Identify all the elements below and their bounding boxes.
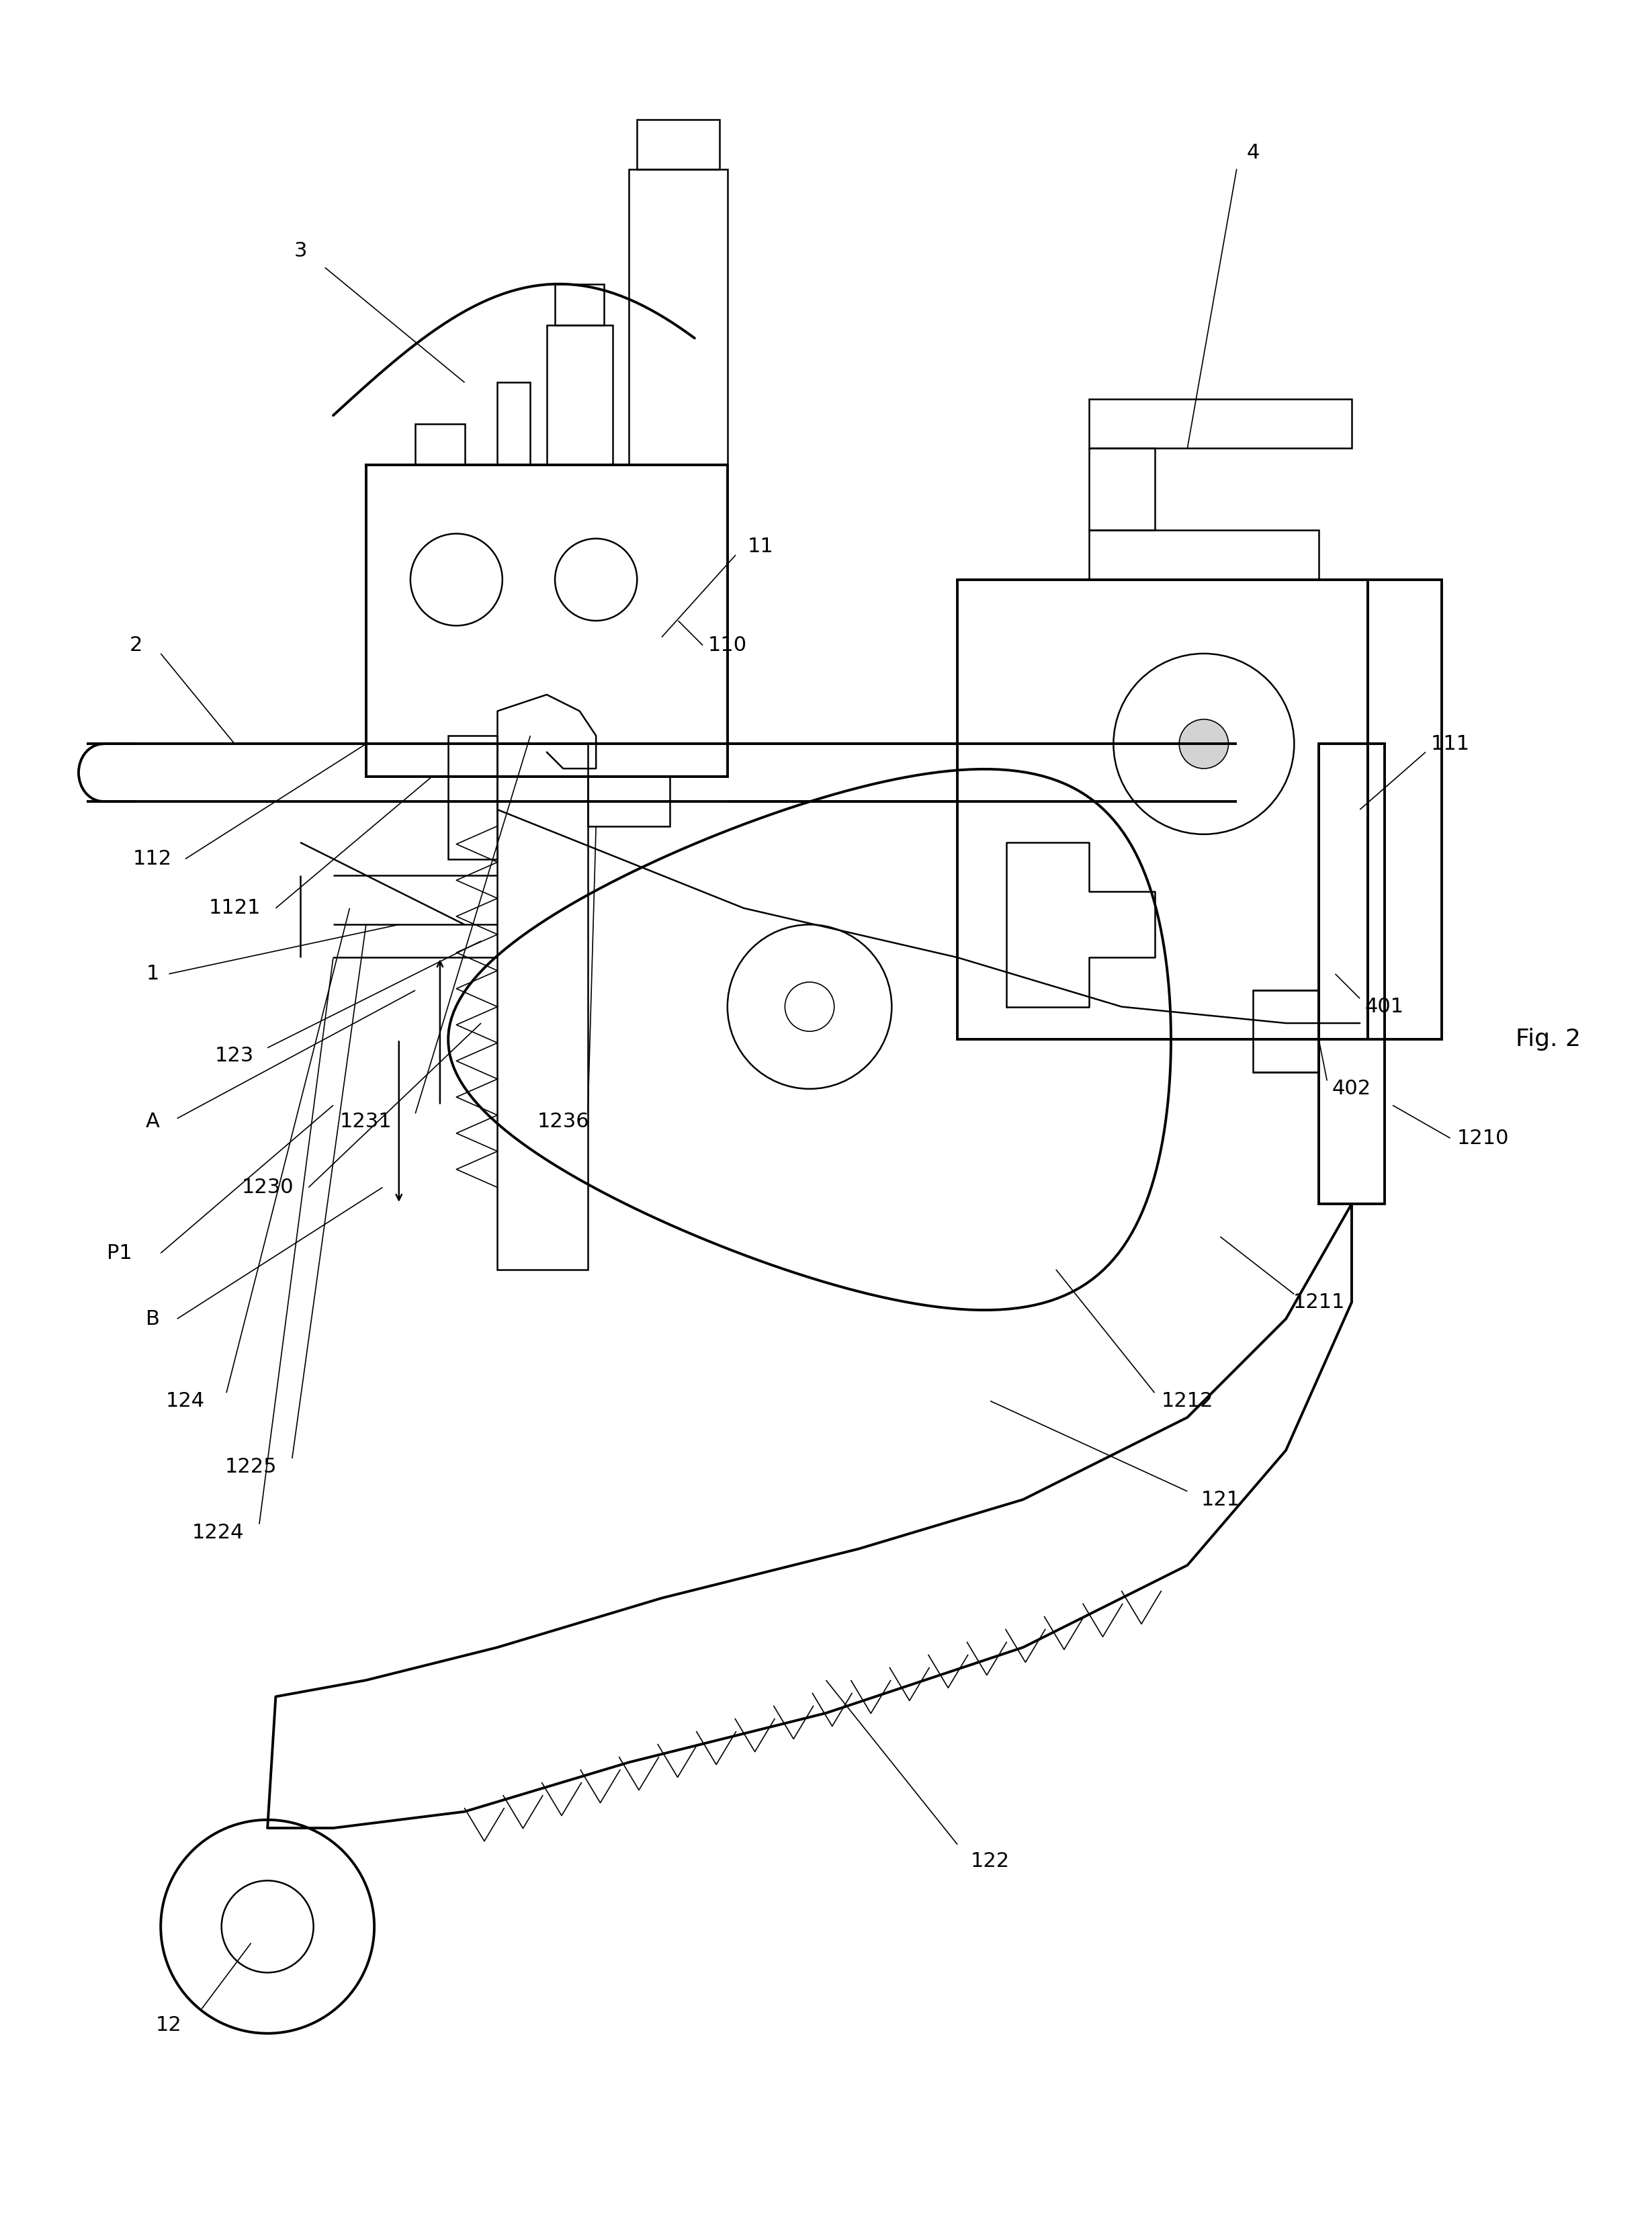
Text: 1210: 1210 [1457, 1129, 1508, 1147]
Text: 112: 112 [132, 848, 172, 869]
Circle shape [785, 982, 834, 1031]
Circle shape [1180, 719, 1229, 768]
Bar [448, 735, 497, 860]
Bar [1089, 530, 1318, 579]
Bar [497, 744, 588, 1269]
Text: 4: 4 [1247, 143, 1259, 163]
Text: 121: 121 [1201, 1490, 1239, 1510]
Bar [638, 120, 719, 169]
Bar [588, 777, 671, 826]
Text: 111: 111 [1431, 735, 1470, 753]
Bar [1254, 991, 1318, 1073]
Text: Fig. 2: Fig. 2 [1517, 1029, 1581, 1051]
Text: 1121: 1121 [208, 897, 261, 918]
Text: 122: 122 [971, 1851, 1009, 1871]
Text: 402: 402 [1332, 1080, 1371, 1098]
Bar [1089, 399, 1351, 448]
Text: 1212: 1212 [1161, 1392, 1214, 1410]
Text: 1224: 1224 [192, 1523, 244, 1541]
Text: A: A [145, 1111, 160, 1131]
Text: 11: 11 [747, 537, 773, 557]
Bar [1318, 744, 1384, 1205]
Text: 401: 401 [1365, 998, 1404, 1016]
Circle shape [221, 1880, 314, 1973]
Text: 1231: 1231 [340, 1111, 392, 1131]
Circle shape [727, 924, 892, 1089]
Bar [1089, 448, 1155, 530]
Text: 124: 124 [165, 1392, 205, 1410]
Text: 1236: 1236 [537, 1111, 590, 1131]
Text: 3: 3 [294, 241, 307, 261]
Text: 1: 1 [145, 964, 159, 984]
Bar [497, 383, 530, 465]
Text: B: B [145, 1309, 160, 1330]
Bar [547, 325, 613, 465]
Bar [367, 465, 727, 777]
Bar [1368, 579, 1442, 1040]
Bar [629, 169, 727, 465]
Text: 110: 110 [709, 635, 747, 655]
Circle shape [410, 534, 502, 626]
Text: 1230: 1230 [241, 1178, 294, 1198]
Text: 2: 2 [129, 635, 142, 655]
Text: P1: P1 [107, 1243, 132, 1263]
Text: 12: 12 [155, 2015, 182, 2035]
Circle shape [160, 1819, 375, 2033]
Bar [555, 285, 605, 325]
Text: 123: 123 [215, 1047, 254, 1067]
Text: 1211: 1211 [1294, 1292, 1345, 1312]
Bar [415, 423, 464, 465]
Text: 1225: 1225 [225, 1456, 278, 1477]
Circle shape [555, 539, 638, 621]
Circle shape [1113, 653, 1294, 835]
Bar [958, 579, 1368, 1040]
